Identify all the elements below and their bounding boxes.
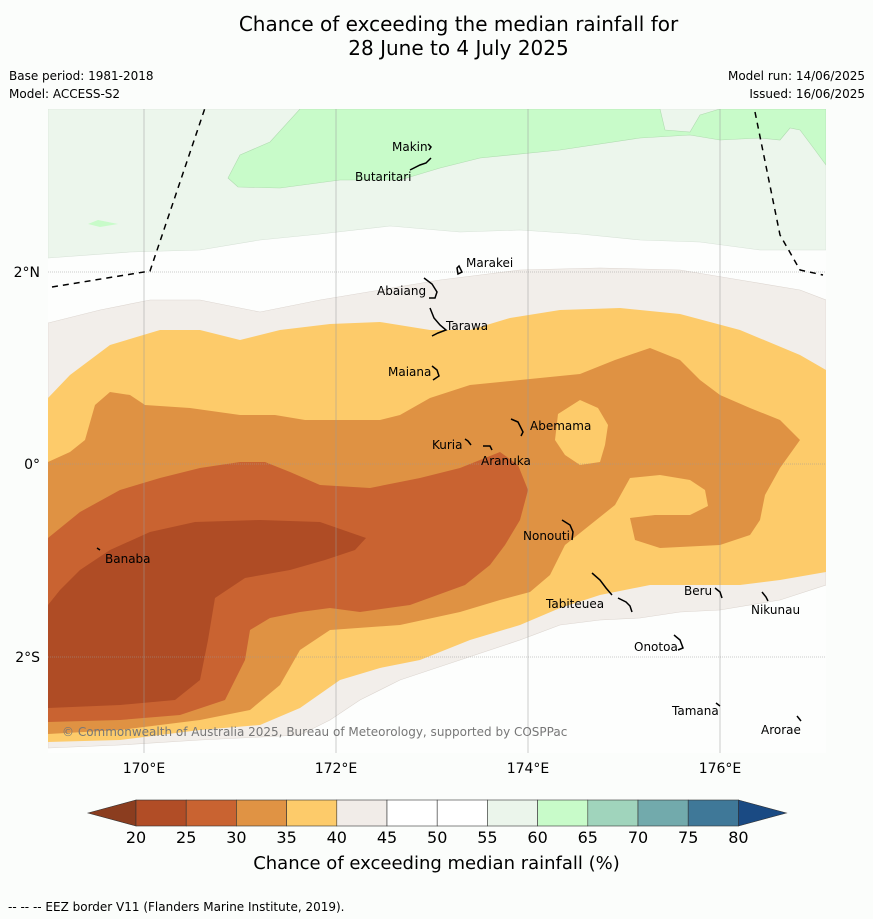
eez-border — [51, 107, 824, 288]
model-name: Model: ACCESS-S2 — [9, 87, 121, 101]
colorbar-tick-label: 70 — [627, 828, 649, 847]
place-tamana: Tamana — [671, 704, 719, 718]
place-abemama: Abemama — [530, 419, 591, 433]
colorbar-tick-label: 40 — [326, 828, 347, 847]
map-title: Chance of exceeding the median rainfall … — [0, 12, 873, 60]
place-labels: Makin Butaritari Marakei Abaiang Tarawa … — [105, 140, 801, 737]
colorbar-tick-label: 80 — [728, 828, 749, 847]
colorbar-segment — [135, 799, 187, 827]
contour-25-band — [48, 520, 366, 708]
colorbar-segment — [487, 799, 538, 827]
lat-label-2n: 2°N — [14, 265, 40, 281]
colorbar-segment — [386, 799, 438, 827]
colorbar-segment — [687, 799, 739, 827]
contour-40-hole — [555, 400, 608, 465]
colorbar-tick-label: 30 — [226, 828, 247, 847]
place-tabiteuea: Tabiteuea — [545, 597, 604, 611]
colorbar-extend-low — [86, 799, 137, 827]
place-banaba: Banaba — [105, 552, 151, 566]
map-area — [48, 109, 826, 753]
place-makin: Makin — [392, 140, 428, 154]
place-butaritari: Butaritari — [355, 170, 412, 184]
colorbar-tick-label: 45 — [376, 828, 398, 847]
place-beru: Beru — [684, 584, 712, 598]
lat-label-2s: 2°S — [15, 650, 40, 666]
colorbar-segment — [537, 799, 589, 827]
lat-labels: 2°N 0° 2°S — [14, 265, 41, 666]
place-aranuka: Aranuka — [481, 454, 531, 468]
title-line-2: 28 June to 4 July 2025 — [348, 36, 569, 60]
copyright-notice: © Commonwealth of Australia 2025, Bureau… — [62, 725, 567, 739]
lon-label-176e: 176°E — [699, 761, 742, 777]
colorbar-segment — [336, 799, 388, 827]
title-line-1: Chance of exceeding the median rainfall … — [238, 12, 679, 36]
lon-label-170e: 170°E — [123, 761, 166, 777]
lat-label-0: 0° — [24, 457, 40, 473]
meta-left: Base period: 1981-2018 Model: ACCESS-S2 — [9, 67, 154, 103]
place-kuria: Kuria — [432, 438, 463, 452]
colorbar-segment — [587, 799, 639, 827]
colorbar-tick-label: 75 — [678, 828, 699, 847]
place-nonouti: Nonouti — [523, 529, 570, 543]
place-maiana: Maiana — [388, 365, 431, 379]
colorbar-extend-high — [738, 799, 788, 827]
place-onotoa: Onotoa — [634, 640, 678, 654]
colorbar-tick-label: 65 — [577, 828, 598, 847]
place-abaiang: Abaiang — [377, 284, 426, 298]
colorbar-tick-label: 20 — [125, 828, 147, 847]
colorbar — [86, 799, 788, 827]
colorbar-tick-label: 35 — [276, 828, 297, 847]
colorbar-tick-label: 50 — [427, 828, 448, 847]
issued-date: Issued: 16/06/2025 — [749, 87, 865, 101]
colorbar-segment — [436, 799, 488, 827]
eez-footnote: -- -- -- EEZ border V11 (Flanders Marine… — [8, 900, 345, 914]
contour-60-islet — [88, 220, 118, 227]
meta-right: Model run: 14/06/2025 Issued: 16/06/2025 — [728, 67, 865, 103]
lon-labels: 170°E 172°E 174°E 176°E — [123, 761, 742, 777]
colorbar-title: Chance of exceeding median rainfall (%) — [253, 853, 620, 874]
colorbar-tick-label: 60 — [527, 828, 548, 847]
colorbar-segment — [286, 799, 338, 827]
colorbar-tick-label: 25 — [176, 828, 197, 847]
lon-label-172e: 172°E — [315, 761, 358, 777]
lon-label-174e: 174°E — [507, 761, 550, 777]
contour-55-north — [48, 109, 826, 259]
base-period: Base period: 1981-2018 — [9, 69, 154, 83]
colorbar-segment — [185, 799, 237, 827]
colorbar-segment — [236, 799, 287, 827]
colorbar-segment — [637, 799, 689, 827]
place-arorae: Arorae — [761, 723, 801, 737]
island-outlines — [96, 143, 802, 722]
model-run: Model run: 14/06/2025 — [727, 69, 865, 83]
place-nikunau: Nikunau — [751, 603, 800, 617]
place-tarawa: Tarawa — [445, 319, 488, 333]
graticule — [48, 109, 826, 753]
place-marakei: Marakei — [466, 256, 513, 270]
colorbar-tick-label: 55 — [477, 828, 498, 847]
